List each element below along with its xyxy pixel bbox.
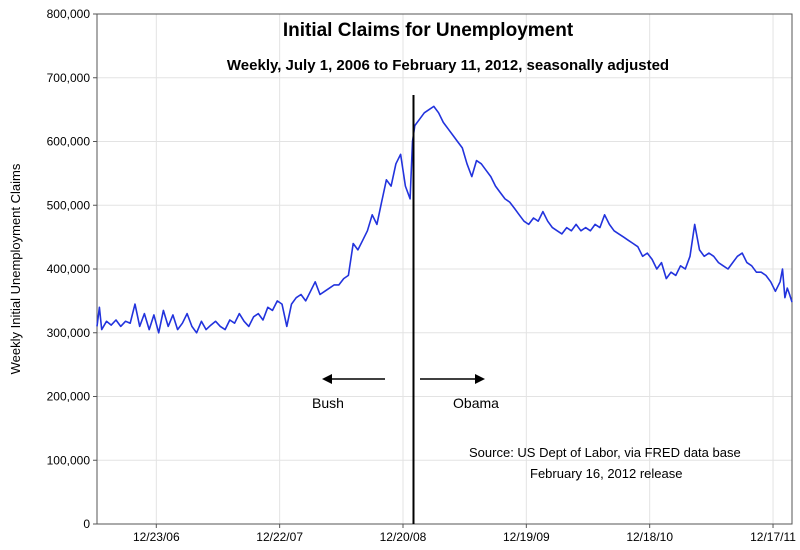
y-tick-label: 200,000 xyxy=(47,390,91,404)
chart-title: Initial Claims for Unemployment xyxy=(283,20,574,41)
y-tick-label: 600,000 xyxy=(47,135,91,149)
series-line xyxy=(96,105,793,334)
x-tick-label: 12/23/06 xyxy=(133,530,180,544)
obama-label: Obama xyxy=(453,395,499,411)
x-tick-label: 12/18/10 xyxy=(626,530,673,544)
y-tick-label: 400,000 xyxy=(47,262,91,276)
release-note: February 16, 2012 release xyxy=(530,466,682,481)
x-tick-label: 12/22/07 xyxy=(256,530,303,544)
grid xyxy=(97,14,792,524)
obama-arrow xyxy=(420,374,485,384)
x-axis: 12/23/06 12/22/07 12/20/08 12/19/09 12/18/10… xyxy=(133,524,796,544)
x-tick-label: 12/17/11 xyxy=(750,530,796,544)
chart-subtitle: Weekly, July 1, 2006 to February 11, 201… xyxy=(227,57,669,74)
x-tick-label: 12/19/09 xyxy=(503,530,550,544)
y-axis: 0 100,000 200,000 300,000 400,000 500,000 600,… xyxy=(47,7,97,531)
y-tick-label: 800,000 xyxy=(47,7,91,21)
series-group xyxy=(96,105,793,334)
y-tick-label: 300,000 xyxy=(47,326,91,340)
y-tick-label: 700,000 xyxy=(47,71,91,85)
bush-arrow xyxy=(322,374,385,384)
y-tick-label: 100,000 xyxy=(47,453,91,467)
bush-label: Bush xyxy=(312,395,344,411)
y-tick-label: 0 xyxy=(83,517,90,531)
y-axis-label: Weekly Initial Unemployment Claims xyxy=(8,163,23,374)
x-tick-label: 12/20/08 xyxy=(380,530,427,544)
y-tick-label: 500,000 xyxy=(47,198,91,212)
source-note: Source: US Dept of Labor, via FRED data … xyxy=(469,445,741,460)
